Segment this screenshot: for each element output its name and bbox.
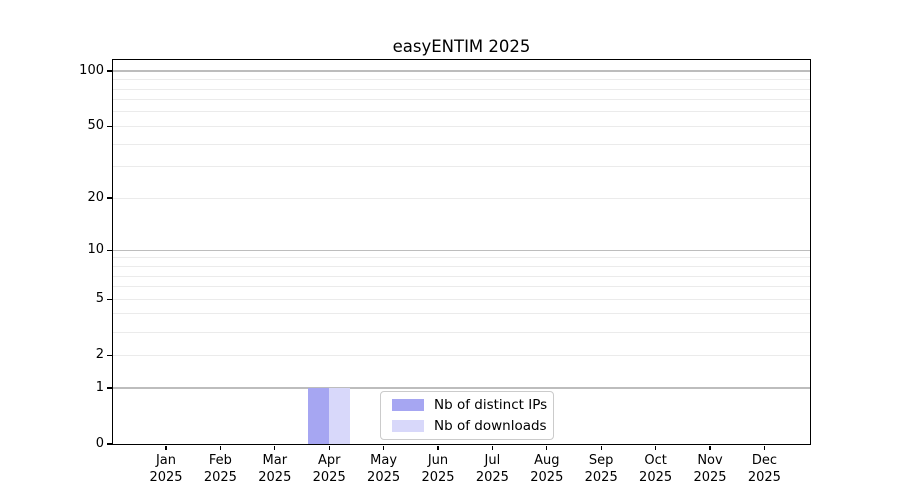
x-tick-year: 2025: [747, 469, 781, 485]
x-tick-mark: [600, 445, 602, 450]
x-tick-year: 2025: [530, 469, 564, 485]
x-tick-month: Jul: [484, 453, 501, 468]
x-tick-label: Jun 2025: [403, 453, 473, 486]
x-tick-label: May 2025: [349, 453, 419, 486]
y-tick-label: 100: [79, 63, 104, 79]
y-gridline-minor: [113, 354, 810, 356]
x-tick-label: Oct 2025: [621, 453, 691, 486]
y-gridline-minor: [113, 99, 810, 101]
y-gridline-minor: [113, 257, 810, 259]
y-tick-mark: [107, 249, 112, 251]
y-tick-mark: [107, 354, 112, 356]
y-gridline-major: [113, 249, 810, 251]
y-gridline-minor: [113, 166, 810, 168]
x-tick-mark: [437, 445, 439, 450]
x-tick-month: Nov: [697, 453, 723, 468]
x-tick-year: 2025: [258, 469, 292, 485]
y-gridline-major: [113, 387, 810, 389]
y-gridline-minor: [113, 111, 810, 113]
y-tick-label: 20: [87, 190, 104, 206]
y-gridline-minor: [113, 275, 810, 277]
y-gridline-minor: [113, 313, 810, 315]
y-tick-mark: [107, 387, 112, 389]
x-tick-label: Feb 2025: [185, 453, 255, 486]
y-tick-mark: [107, 443, 112, 445]
legend-entry: Nb of distinct IPs: [392, 396, 553, 413]
x-tick-mark: [709, 445, 711, 450]
legend-label: Nb of downloads: [434, 417, 547, 434]
x-tick-label: Mar 2025: [240, 453, 310, 486]
x-tick-label: Sep 2025: [566, 453, 636, 486]
x-tick-year: 2025: [475, 469, 509, 485]
y-tick-mark: [107, 298, 112, 300]
x-tick-month: Apr: [317, 453, 341, 468]
x-tick-month: Dec: [751, 453, 777, 468]
x-tick-label: Jul 2025: [457, 453, 527, 486]
x-tick-month: Feb: [208, 453, 232, 468]
x-tick-mark: [274, 445, 276, 450]
y-tick-label: 0: [95, 436, 104, 451]
x-tick-year: 2025: [584, 469, 618, 485]
legend-swatch-icon: [392, 420, 424, 432]
x-tick-year: 2025: [312, 469, 346, 485]
legend-entry: Nb of downloads: [392, 417, 553, 434]
y-tick-label: 50: [87, 118, 104, 134]
y-tick-mark: [107, 197, 112, 199]
y-tick-label: 5: [95, 291, 104, 307]
x-tick-month: Jan: [155, 453, 177, 468]
y-gridline-major: [113, 70, 810, 72]
x-tick-mark: [546, 445, 548, 450]
y-tick-mark: [107, 125, 112, 128]
y-tick-label: 10: [87, 242, 104, 258]
chart-title: easyENTIM 2025: [392, 37, 531, 56]
x-tick-month: Sep: [588, 453, 614, 468]
y-gridline-minor: [113, 298, 810, 300]
bar-nb-of-distinct-ips: [308, 388, 330, 444]
x-tick-month: Aug: [534, 453, 560, 468]
x-tick-label: Dec 2025: [729, 453, 799, 486]
x-tick-year: 2025: [149, 469, 183, 485]
legend: Nb of distinct IPs Nb of downloads: [380, 391, 554, 440]
y-gridline-minor: [113, 331, 810, 333]
legend-label: Nb of distinct IPs: [434, 396, 548, 413]
plot-area-frame: [111, 58, 811, 445]
x-tick-mark: [219, 445, 222, 450]
x-tick-month: Oct: [644, 453, 667, 468]
legend-swatch-icon: [392, 399, 424, 411]
x-tick-label: Nov 2025: [675, 453, 745, 486]
y-gridline-minor: [113, 286, 810, 288]
x-tick-label: Jan 2025: [131, 453, 201, 486]
x-tick-year: 2025: [693, 469, 727, 485]
y-gridline-minor: [113, 79, 810, 81]
y-tick-mark: [107, 70, 112, 72]
y-tick-label: 1: [95, 380, 104, 395]
x-tick-year: 2025: [639, 469, 673, 485]
x-tick-mark: [654, 445, 657, 450]
plot-area: [113, 60, 810, 444]
y-gridline-minor: [113, 125, 810, 127]
x-tick-mark: [165, 445, 167, 450]
x-tick-year: 2025: [421, 469, 455, 485]
x-tick-mark: [763, 445, 766, 450]
x-tick-mark: [491, 445, 494, 450]
x-tick-label: Apr 2025: [294, 453, 364, 486]
y-gridline-minor: [113, 266, 810, 267]
y-tick-label: 2: [95, 347, 104, 363]
y-gridline-minor: [113, 197, 810, 199]
x-tick-month: Mar: [262, 453, 288, 468]
x-tick-year: 2025: [367, 469, 401, 485]
x-tick-month: May: [370, 453, 398, 468]
x-tick-mark: [382, 445, 385, 450]
x-tick-year: 2025: [203, 469, 237, 485]
x-tick-mark: [328, 445, 330, 450]
x-tick-label: Aug 2025: [512, 453, 582, 486]
bar-nb-of-downloads: [329, 388, 351, 444]
y-gridline-minor: [113, 143, 810, 145]
y-gridline-minor: [113, 88, 810, 90]
x-tick-month: Jun: [427, 453, 449, 468]
